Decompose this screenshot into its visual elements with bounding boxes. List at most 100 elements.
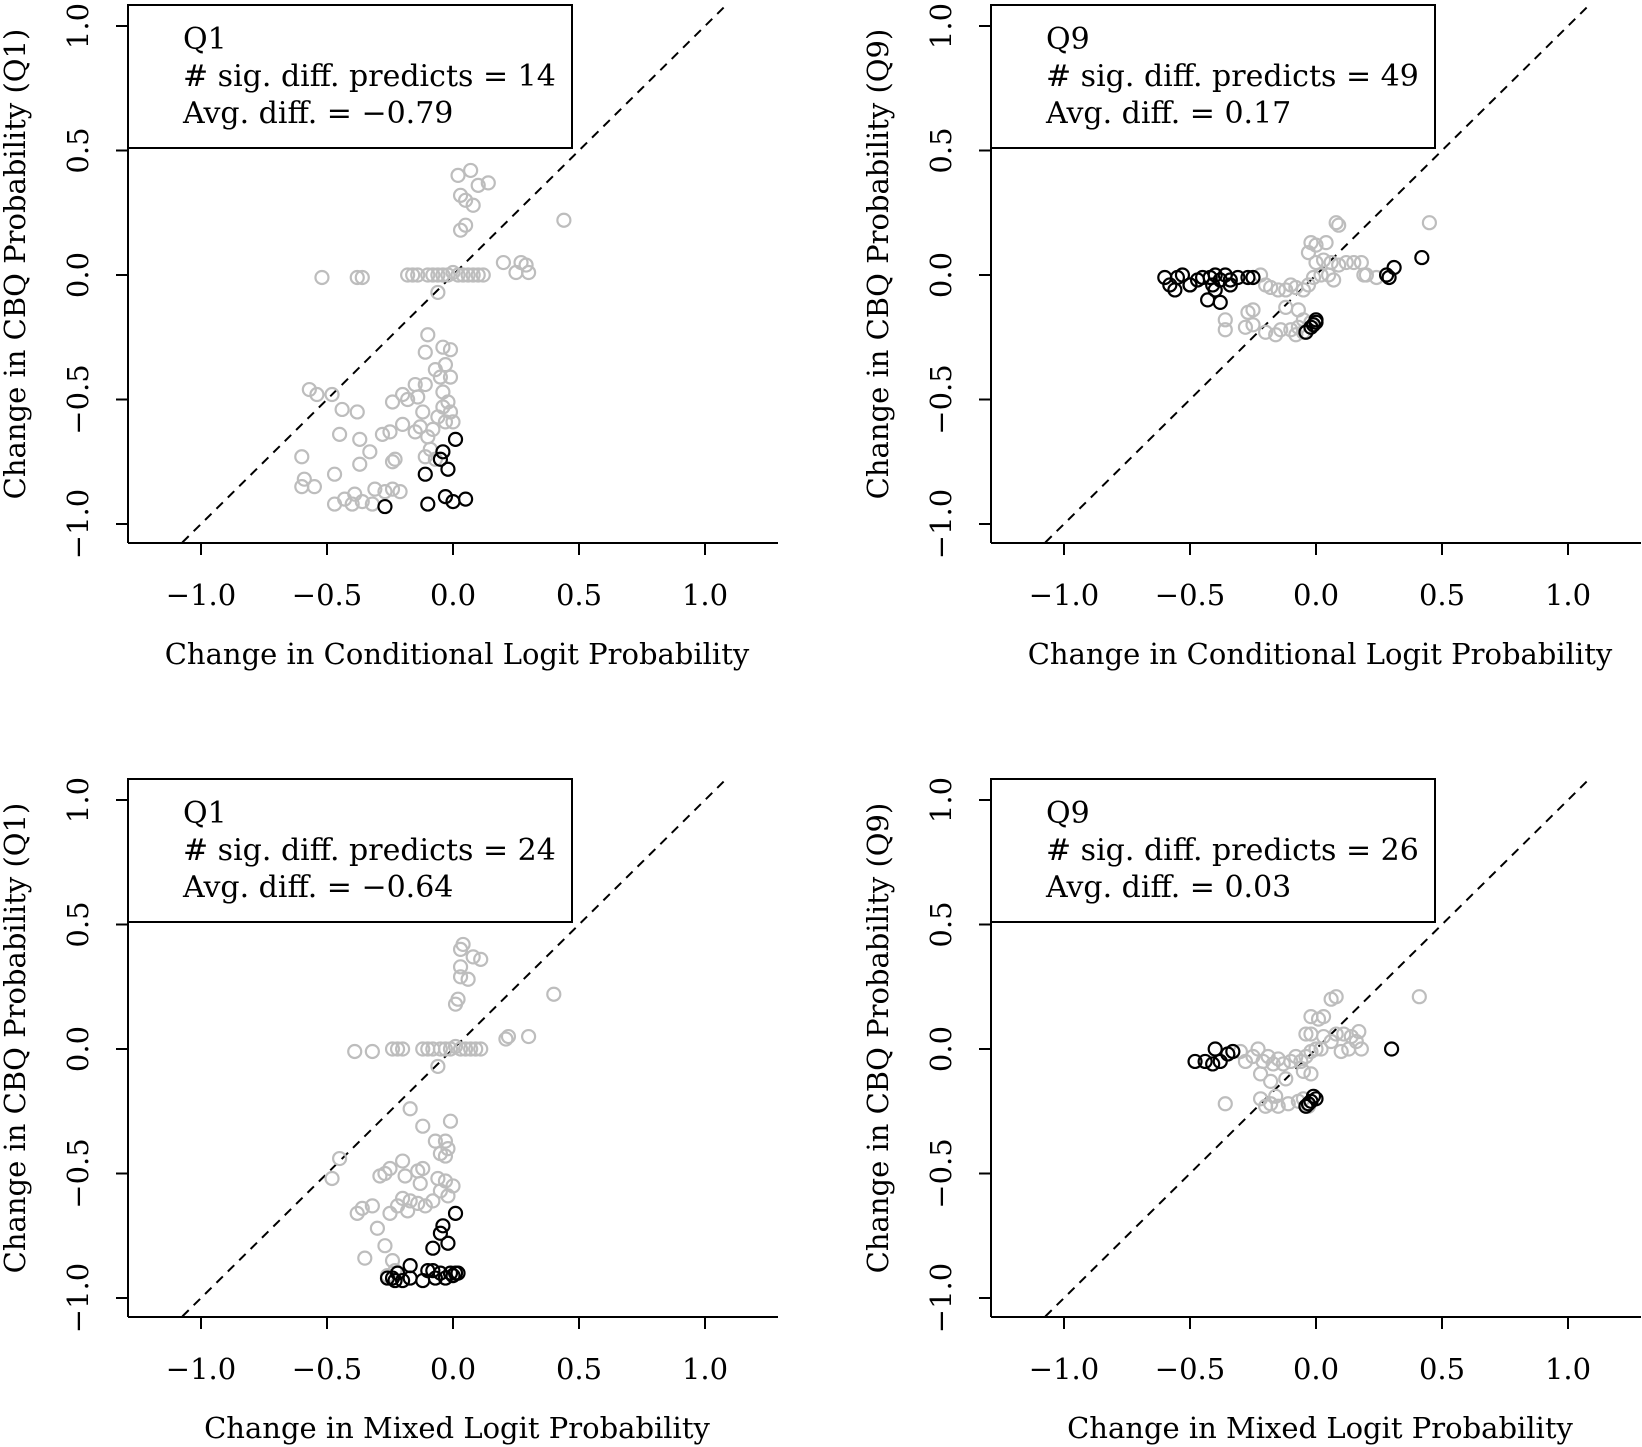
data-point [1414, 249, 1430, 266]
data-point [1336, 1026, 1352, 1042]
data-point [1245, 317, 1261, 333]
data-point [369, 1220, 385, 1236]
y-tick-label: −0.5 [924, 1138, 958, 1208]
data-point [435, 267, 451, 283]
data-point [468, 1041, 484, 1057]
data-point [352, 431, 368, 447]
data-point [349, 1205, 365, 1221]
data-point [1278, 282, 1294, 298]
data-point [395, 416, 411, 432]
data-point [1300, 1096, 1317, 1112]
data-point [349, 404, 365, 420]
series-grey [1217, 215, 1438, 343]
data-point [556, 212, 572, 228]
data-point [1303, 1066, 1319, 1082]
data-point [495, 254, 511, 271]
data-point [326, 466, 343, 482]
data-point [1295, 1063, 1312, 1080]
data-point [435, 339, 451, 355]
data-point [470, 267, 486, 283]
data-point [324, 1170, 340, 1187]
data-point [1283, 1053, 1299, 1070]
data-point [480, 175, 496, 191]
x-tick-label: 1.0 [1545, 1352, 1591, 1386]
data-point [1257, 324, 1274, 340]
data-point [334, 401, 350, 418]
data-point [395, 1190, 411, 1207]
data-point [344, 496, 360, 512]
data-point [425, 1263, 441, 1279]
x-tick-label: −0.5 [1155, 1352, 1225, 1386]
y-tick-label: −0.5 [61, 364, 95, 434]
data-point [364, 1198, 380, 1214]
y-tick-label: −1.0 [61, 489, 95, 559]
data-point [520, 1028, 537, 1045]
data-point [427, 1270, 443, 1286]
data-point [384, 481, 401, 497]
data-point [452, 222, 469, 238]
data-point [425, 1193, 441, 1209]
x-tick-label: −1.0 [1029, 578, 1099, 612]
data-point [1341, 1041, 1357, 1057]
y-tick-label: 0.0 [924, 1026, 958, 1072]
data-point [1263, 279, 1279, 296]
data-point [458, 192, 474, 208]
data-point [460, 267, 476, 283]
y-axis-title: Change in CBQ Probability (Q1) [0, 29, 32, 500]
data-point [473, 951, 489, 967]
data-point [1300, 244, 1317, 261]
data-point [1212, 294, 1228, 310]
data-point [442, 369, 459, 385]
data-point [382, 1160, 398, 1177]
data-point [1207, 1041, 1223, 1057]
legend-box [990, 778, 1436, 923]
data-point [387, 1272, 403, 1289]
data-point [374, 426, 391, 442]
data-point [382, 1205, 398, 1221]
data-point [417, 1198, 433, 1214]
data-point [1174, 267, 1191, 283]
data-point [1305, 1088, 1322, 1104]
data-point [384, 454, 401, 470]
data-point [415, 1041, 431, 1057]
data-point [301, 381, 317, 398]
data-point [379, 1270, 396, 1286]
data-point [387, 451, 403, 467]
data-point [442, 1265, 459, 1281]
data-point [402, 1193, 418, 1209]
legend-line-3: Avg. diff. = 0.17 [1045, 96, 1291, 131]
y-tick-label: −1.0 [924, 1263, 958, 1333]
series-black [377, 431, 474, 515]
data-point [1268, 327, 1284, 343]
x-tick-label: 1.0 [682, 1352, 728, 1386]
data-point [452, 1041, 469, 1057]
data-point [420, 267, 436, 283]
data-point [410, 1195, 426, 1211]
y-tick-label: 0.0 [924, 252, 958, 298]
data-point [1328, 1026, 1344, 1042]
data-point [402, 1101, 418, 1117]
y-tick-label: 1.0 [61, 777, 95, 823]
data-point [432, 451, 448, 467]
data-point [435, 1218, 451, 1234]
data-point [435, 444, 451, 460]
y-tick-label: 0.0 [61, 252, 95, 298]
x-axis-title: Change in Conditional Logit Probability [165, 637, 750, 671]
y-tick-label: 1.0 [61, 3, 95, 49]
data-point [1331, 257, 1347, 273]
y-tick-label: 0.0 [61, 1026, 95, 1072]
data-point [1323, 254, 1339, 271]
panel-3: −1.0 −0.5 0.0 0.5 1.0 −1.0 −0.5 0.0 0.5 1.0 Change… [0, 777, 778, 1445]
data-point [332, 1150, 348, 1167]
x-tick-label: −1.0 [1029, 1352, 1099, 1386]
data-point [437, 1041, 454, 1057]
data-point [450, 991, 466, 1007]
data-point [1411, 989, 1427, 1005]
y-tick-label: −1.0 [924, 489, 958, 559]
data-point [1320, 267, 1337, 283]
data-point [437, 414, 454, 430]
data-point [314, 269, 330, 286]
series-black [1187, 1041, 1400, 1114]
x-tick-label: 0.5 [1419, 578, 1465, 612]
data-point [384, 1253, 401, 1269]
